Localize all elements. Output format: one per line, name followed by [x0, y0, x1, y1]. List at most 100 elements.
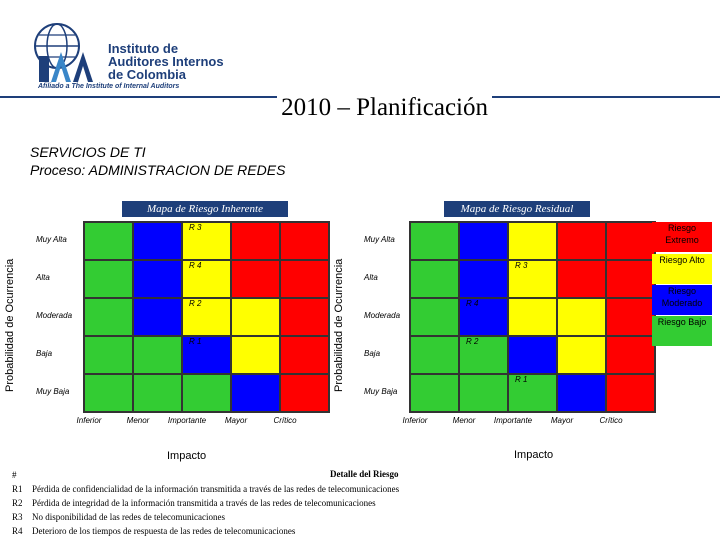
column-label: Inferior — [76, 416, 102, 425]
risk-cell — [606, 298, 655, 336]
risk-cell — [606, 336, 655, 374]
detail-row-text: Pérdida de integridad de la información … — [32, 498, 376, 508]
risk-cell — [84, 222, 133, 260]
row-label: Baja — [36, 349, 53, 358]
risk-cell — [508, 298, 557, 336]
risk-cell — [84, 298, 133, 336]
legend-high-label: Riesgo Alto — [659, 255, 705, 265]
column-label: Menor — [452, 416, 476, 425]
risk-cell — [133, 374, 182, 412]
column-label: Menor — [126, 416, 150, 425]
detail-row-text: Deterioro de los tiempos de respuesta de… — [32, 526, 296, 536]
risk-cell — [410, 374, 459, 412]
column-label: Importante — [167, 416, 207, 425]
page-title: 2010 – Planificación — [0, 92, 720, 124]
column-label: Inferior — [402, 416, 428, 425]
detail-row: R2 Pérdida de integridad de la informació… — [12, 497, 376, 509]
risk-cell — [459, 222, 508, 260]
risk-cell — [557, 336, 606, 374]
legend-extreme: Riesgo Extremo — [652, 222, 712, 252]
column-label: Importante — [493, 416, 533, 425]
risk-cell — [280, 336, 329, 374]
globe-logo-icon — [34, 23, 93, 82]
service-title: SERVICIOS DE TI — [30, 144, 146, 160]
column-label: Crítico — [599, 416, 623, 425]
risk-marker: R 4 — [466, 299, 479, 308]
risk-cell — [182, 374, 231, 412]
org-name-line2: Auditores Internos — [108, 54, 224, 69]
row-label: Muy Alta — [36, 235, 67, 244]
detail-row-id: R4 — [12, 526, 23, 536]
org-affiliation: Afiliado a The Institute of Internal Aud… — [38, 83, 180, 90]
detail-row: R3 No disponibilidad de las redes de tele… — [12, 511, 225, 523]
risk-cell — [557, 374, 606, 412]
risk-cell — [133, 260, 182, 298]
risk-cell — [231, 336, 280, 374]
risk-cell — [182, 260, 231, 298]
row-label: Moderada — [364, 311, 401, 320]
risk-cell — [84, 260, 133, 298]
risk-cell — [459, 298, 508, 336]
residual-risk-grid — [409, 221, 656, 413]
legend-moderate-label: Riesgo Moderado — [661, 286, 703, 308]
inherent-x-axis-label: Impacto — [167, 450, 207, 462]
risk-marker: R 2 — [466, 337, 479, 346]
detail-row-id: R2 — [12, 498, 23, 508]
risk-cell — [182, 298, 231, 336]
legend-high: Riesgo Alto — [652, 254, 712, 284]
process-title: Proceso: ADMINISTRACION DE REDES — [30, 162, 286, 178]
row-label: Muy Baja — [36, 387, 70, 396]
column-label: Crítico — [273, 416, 297, 425]
detail-row: R1 Pérdida de confidencialidad de la info… — [12, 483, 399, 495]
risk-cell — [280, 260, 329, 298]
risk-cell — [557, 260, 606, 298]
page-title-text: 2010 – Planificación — [277, 94, 492, 121]
risk-cell — [231, 374, 280, 412]
row-label: Baja — [364, 349, 381, 358]
risk-cell — [133, 298, 182, 336]
risk-cell — [231, 260, 280, 298]
detail-row-id: R1 — [12, 484, 23, 494]
risk-cell — [459, 374, 508, 412]
risk-marker: R 4 — [189, 261, 202, 270]
risk-cell — [133, 336, 182, 374]
risk-cell — [508, 260, 557, 298]
row-label: Muy Alta — [364, 235, 395, 244]
residual-map-title: Mapa de Riesgo Residual — [444, 201, 590, 217]
risk-cell — [606, 260, 655, 298]
detail-row-id: R3 — [12, 512, 23, 522]
org-name-line1: Instituto de — [108, 41, 179, 56]
detail-header-title: Detalle del Riesgo — [330, 469, 399, 479]
inherent-risk-grid — [83, 221, 330, 413]
risk-cell — [280, 298, 329, 336]
inherent-y-axis-label: Probabilidad de Ocurrencia — [4, 258, 16, 392]
legend-extreme-label: Riesgo Extremo — [665, 223, 699, 245]
detail-row-text: No disponibilidad de las redes de teleco… — [32, 512, 225, 522]
legend-low: Riesgo Bajo — [652, 316, 712, 346]
row-label: Muy Baja — [364, 387, 398, 396]
risk-cell — [84, 374, 133, 412]
detail-row: R4 Deterioro de los tiempos de respuesta … — [12, 525, 295, 537]
inherent-map-title: Mapa de Riesgo Inherente — [122, 201, 288, 217]
row-label: Alta — [364, 273, 378, 282]
detail-row-text: Pérdida de confidencialidad de la inform… — [32, 484, 400, 494]
risk-cell — [133, 222, 182, 260]
risk-cell — [182, 222, 231, 260]
residual-y-axis-label: Probabilidad de Ocurrencia — [333, 258, 345, 392]
row-label: Alta — [36, 273, 50, 282]
detail-header-key: # — [12, 470, 17, 480]
legend-moderate: Riesgo Moderado — [652, 285, 712, 315]
iia-logo — [33, 22, 103, 94]
row-label: Moderada — [36, 311, 73, 320]
risk-cell — [182, 336, 231, 374]
risk-cell — [557, 298, 606, 336]
risk-cell — [606, 374, 655, 412]
risk-cell — [410, 336, 459, 374]
risk-cell — [508, 336, 557, 374]
risk-marker: R 3 — [515, 261, 528, 270]
risk-cell — [557, 222, 606, 260]
risk-marker: R 2 — [189, 299, 202, 308]
residual-x-axis-label: Impacto — [514, 449, 554, 461]
risk-cell — [459, 260, 508, 298]
risk-cell — [410, 260, 459, 298]
